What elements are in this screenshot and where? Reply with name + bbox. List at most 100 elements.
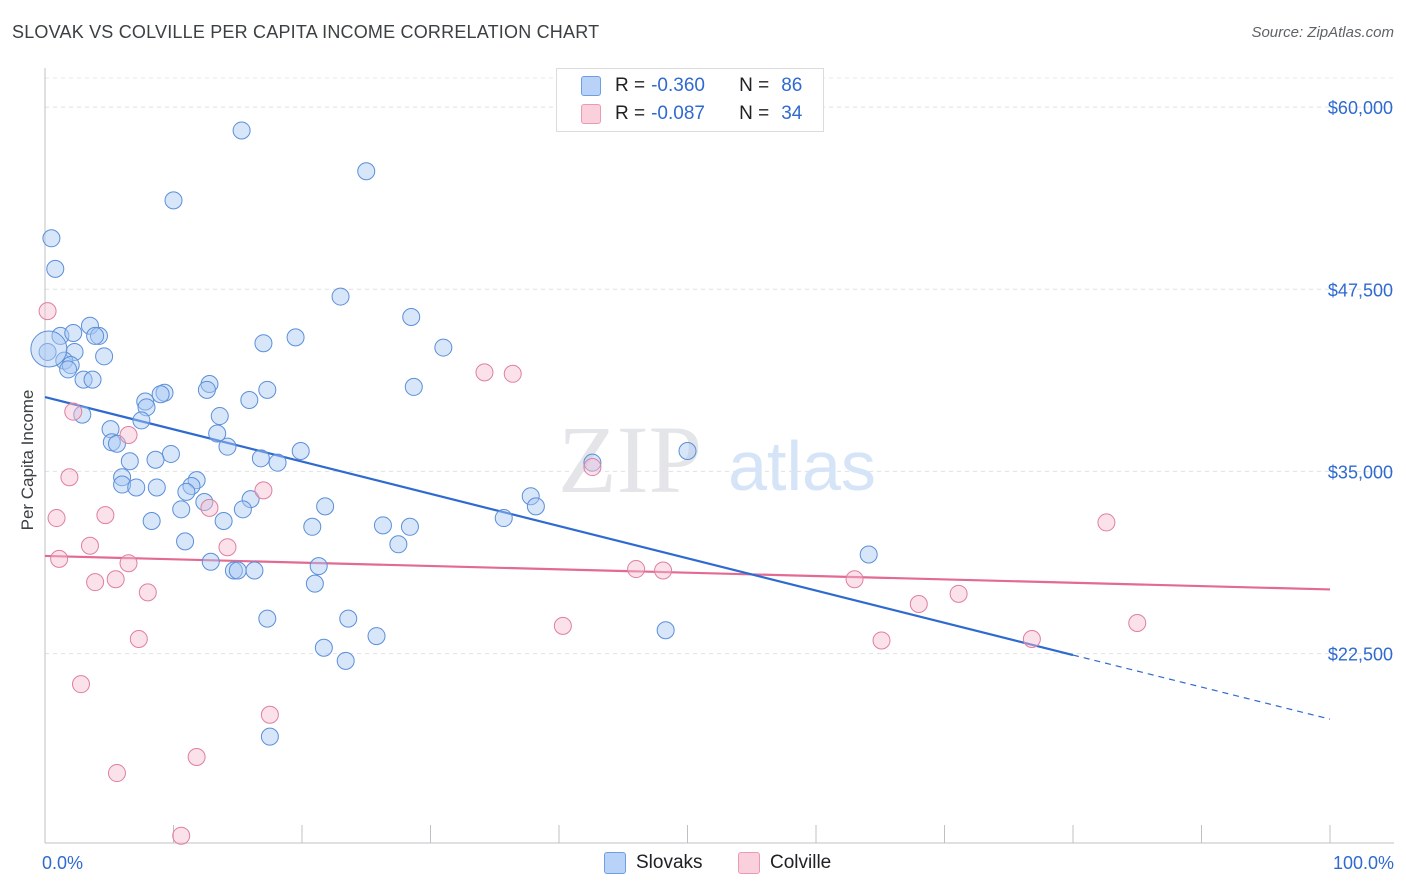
colville-n-value: 34: [781, 103, 803, 124]
x-tick-max: 100.0%: [1332, 853, 1394, 873]
slovaks-point: [314, 638, 333, 657]
slovaks-point: [402, 307, 421, 326]
colville-point: [200, 498, 219, 517]
slovaks-point: [859, 545, 878, 564]
slovaks-point: [218, 437, 237, 456]
slovaks-point: [83, 370, 102, 389]
trend-lines: [44, 396, 1331, 720]
slovaks-point: [214, 511, 233, 530]
colville-point: [1128, 613, 1147, 632]
colville-point: [553, 616, 572, 635]
slovaks-point: [373, 516, 392, 535]
colville-point: [96, 506, 115, 525]
slovaks-point: [245, 561, 264, 580]
slovaks-point: [182, 477, 201, 495]
slovaks-point: [142, 511, 161, 530]
slovaks-point: [434, 338, 453, 357]
slovaks-point: [151, 385, 170, 404]
slovaks-n-value: 86: [781, 75, 803, 96]
colville-point: [71, 675, 90, 694]
colville-point: [218, 538, 237, 557]
colville-point: [64, 402, 83, 421]
slovaks-point: [201, 552, 220, 571]
slovaks-point: [309, 557, 328, 576]
slovaks-trend-extension: [1072, 654, 1331, 720]
slovaks-legend-label: Slovaks: [636, 852, 703, 873]
slovaks-point: [197, 380, 216, 399]
slovaks-point: [89, 326, 108, 345]
slovaks-point: [120, 452, 139, 471]
colville-point: [60, 468, 79, 487]
slovaks-point: [208, 424, 227, 443]
colville-point: [654, 561, 673, 580]
slovaks-point: [95, 347, 114, 366]
slovaks-point: [176, 532, 195, 551]
slovaks-point: [251, 449, 270, 468]
slovaks-point: [254, 334, 273, 353]
legend-item-colville[interactable]: Colville: [738, 852, 831, 874]
slovaks-point: [521, 487, 540, 506]
slovaks-point: [583, 453, 602, 472]
colville-r-label: R =: [615, 103, 646, 124]
slovaks-point: [172, 500, 191, 519]
colville-point: [38, 302, 57, 321]
slovaks-point: [258, 380, 277, 399]
slovaks-point: [224, 561, 243, 580]
colville-point: [172, 826, 191, 845]
slovaks-point: [136, 392, 155, 411]
slovaks-point: [113, 468, 132, 487]
slovaks-point: [526, 497, 545, 516]
slovaks-point: [232, 121, 251, 140]
colville-point: [949, 584, 968, 603]
colville-point: [47, 509, 66, 528]
axes: [44, 68, 1394, 844]
slovaks-n-label: N =: [739, 75, 770, 96]
slovaks-point: [241, 490, 260, 509]
slovaks-point: [494, 509, 513, 528]
slovaks-point: [64, 324, 83, 342]
slovaks-point: [331, 287, 350, 306]
legend-row-slovaks: R = -0.360 N = 86: [557, 72, 802, 100]
y-tick-label: $60,000: [1328, 98, 1393, 118]
colville-point: [503, 364, 522, 383]
y-axis-label: Per Capita Income: [18, 389, 37, 531]
slovaks-point: [286, 328, 305, 347]
slovaks-legend-swatch: [604, 852, 626, 874]
colville-trend-line: [44, 554, 1331, 591]
slovaks-trend-line: [44, 396, 1074, 657]
slovaks-point: [367, 627, 386, 646]
slovaks-point: [260, 727, 279, 746]
slovaks-point: [291, 442, 310, 461]
colville-point: [1097, 513, 1116, 532]
slovaks-point: [400, 517, 419, 536]
slovaks-point: [233, 500, 252, 519]
y-tick-label: $35,000: [1328, 462, 1393, 482]
slovaks-point: [30, 330, 68, 368]
slovaks-point: [161, 444, 180, 463]
slovaks-point: [113, 475, 132, 494]
slovaks-point: [38, 342, 57, 361]
watermark: ZIP atlas: [558, 406, 876, 513]
colville-point: [872, 631, 891, 650]
legend-item-slovaks[interactable]: Slovaks: [604, 852, 703, 874]
slovaks-point: [336, 651, 355, 670]
slovaks-point: [357, 162, 376, 181]
slovaks-point: [303, 517, 322, 536]
colville-point: [254, 481, 273, 500]
colville-point: [107, 764, 126, 783]
slovaks-point: [316, 497, 335, 516]
slovaks-point: [42, 229, 61, 248]
series-legend: Slovaks Colville: [0, 852, 1406, 878]
slovaks-point: [59, 360, 78, 379]
y-tick-label: $47,500: [1328, 280, 1393, 300]
correlation-legend: R = -0.360 N = 86 R = -0.087 N = 34: [556, 68, 824, 132]
colville-legend-label: Colville: [770, 852, 832, 873]
slovaks-point: [146, 450, 165, 469]
colville-point: [106, 570, 125, 589]
slovaks-point: [46, 259, 65, 278]
colville-point: [187, 748, 206, 767]
data-points: [30, 121, 1147, 845]
slovaks-point: [656, 621, 675, 640]
colville-point: [627, 560, 646, 579]
colville-point: [80, 536, 99, 555]
